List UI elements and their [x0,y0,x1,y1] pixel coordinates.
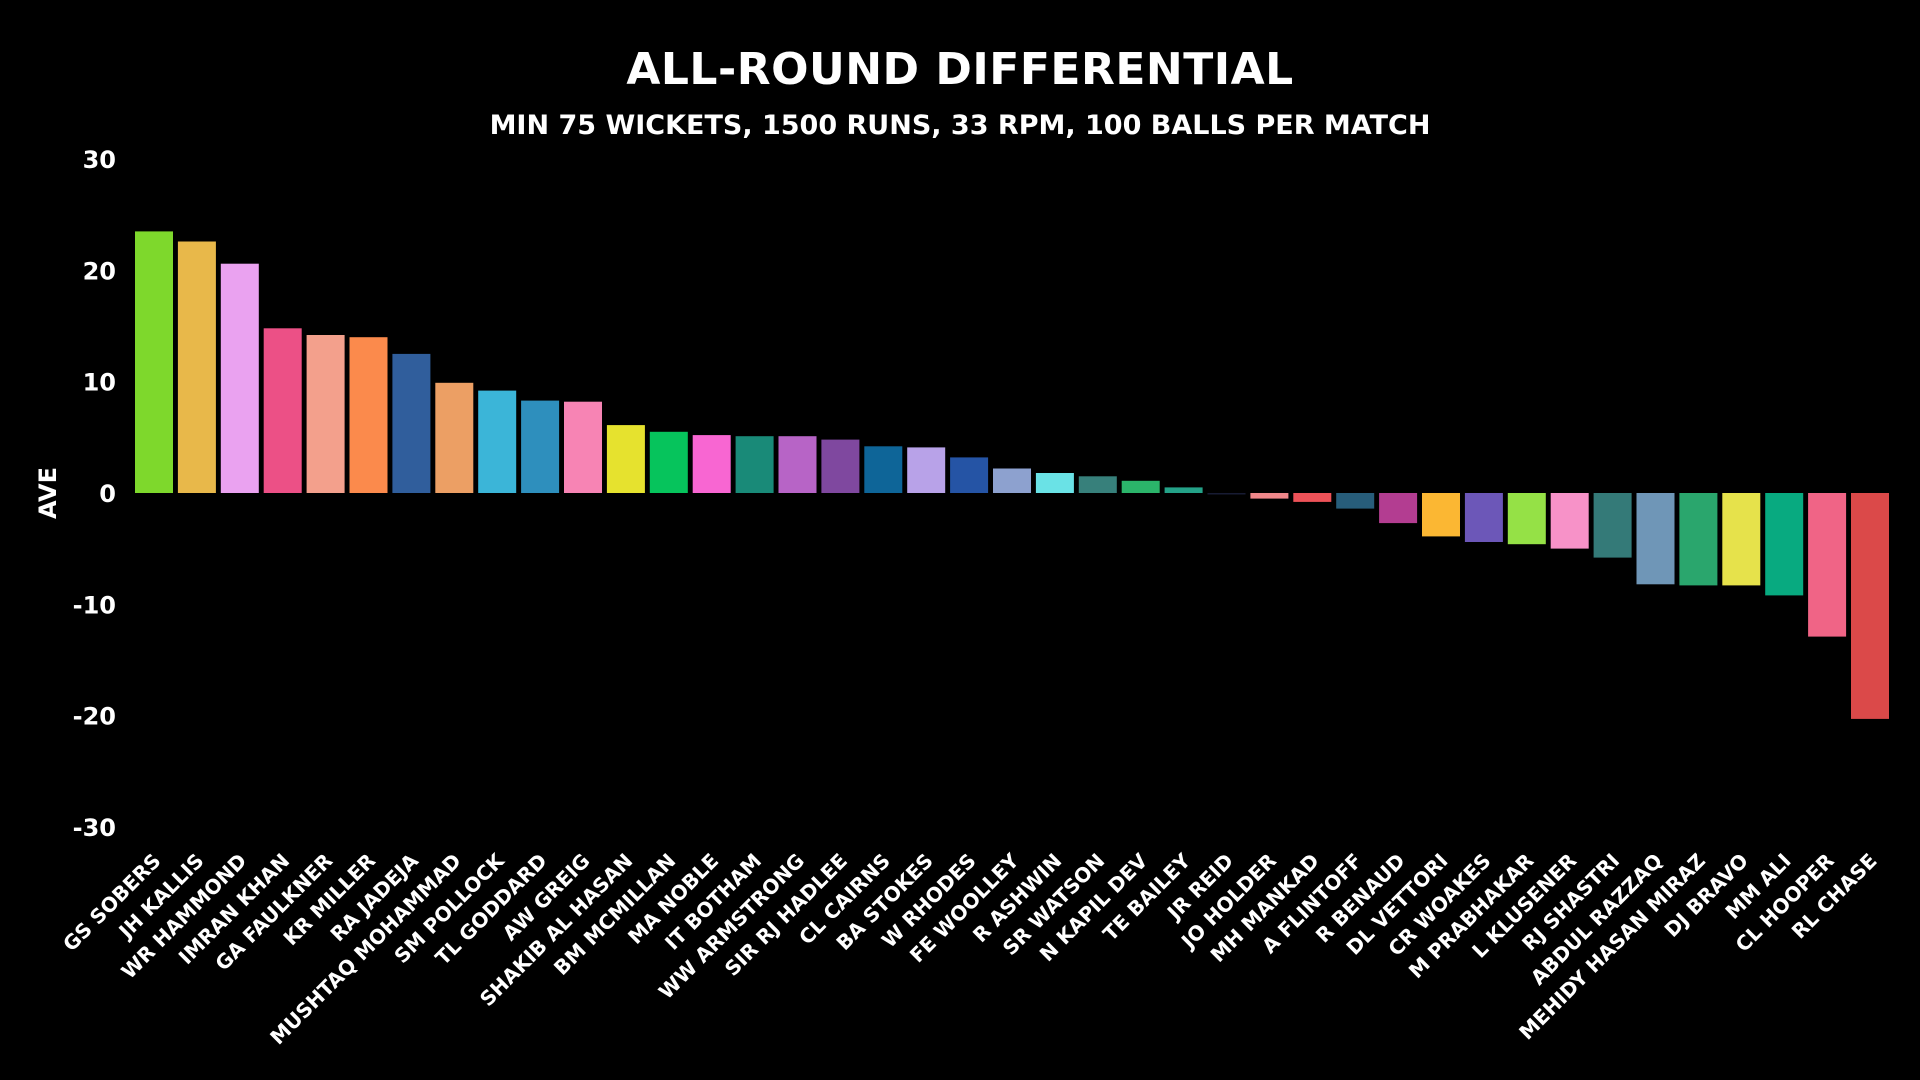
y-tick-label: -30 [73,814,116,842]
bar [1250,493,1289,499]
chart-title: ALL-ROUND DIFFERENTIAL [626,44,1294,95]
y-tick-label: 30 [83,146,116,174]
chart-subtitle: MIN 75 WICKETS, 1500 RUNS, 33 RPM, 100 B… [489,110,1431,141]
y-tick-label: 0 [99,480,116,508]
bar [1035,473,1074,493]
bar [1078,476,1117,493]
bar [392,353,431,493]
bar [1550,493,1589,549]
bar [1379,493,1418,524]
bar [135,231,173,493]
bar [735,436,774,493]
bar [1722,493,1761,586]
y-tick-label: 10 [83,369,116,397]
bar [1507,493,1546,545]
bar [1808,493,1847,637]
bar [435,382,474,493]
bar [821,439,860,493]
bar [521,400,560,493]
bar [1293,493,1332,502]
bar [907,447,946,493]
bar [564,401,602,493]
bar [1593,493,1632,558]
bar [177,241,216,493]
bar [649,431,688,493]
y-axis-label: AVE [34,467,62,519]
bar [1679,493,1718,586]
bar [220,263,259,493]
bar [1164,487,1203,493]
bar [306,335,345,493]
bar [993,468,1031,493]
y-tick-label: -10 [73,591,116,619]
y-tick-label: 20 [83,257,116,285]
y-tick-label: -20 [73,703,116,731]
bar [1121,480,1160,493]
bar [1636,493,1675,585]
bar [1851,493,1889,719]
bar [1422,493,1460,537]
bar [1207,493,1246,495]
bar [864,446,903,493]
bar [1464,493,1503,542]
bars [135,231,1889,719]
bar [950,457,989,493]
bar [692,435,731,493]
bar [1336,493,1375,509]
bar [349,337,388,493]
bar [778,436,817,493]
bar [263,328,302,493]
y-axis: 30 20 10 0 -10 -20 -30 [73,146,116,842]
bar [478,390,517,493]
bar [606,425,645,493]
bar [1765,493,1804,596]
